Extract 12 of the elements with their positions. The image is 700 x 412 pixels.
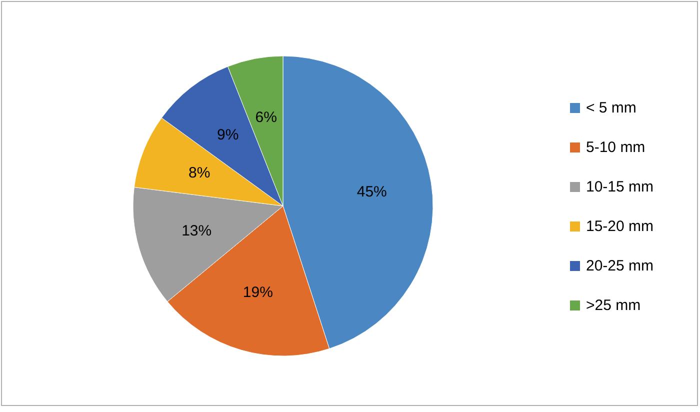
data-label: 13% xyxy=(182,222,212,240)
legend-label: < 5 mm xyxy=(586,100,636,116)
legend-label: 5-10 mm xyxy=(586,139,646,156)
data-label: 9% xyxy=(216,126,239,144)
legend-label: 20-25 mm xyxy=(586,258,654,274)
data-label: 8% xyxy=(188,164,210,182)
legend-label: >25 mm xyxy=(586,297,641,314)
data-label: 6% xyxy=(255,109,277,126)
legend-label: 10-15 mm xyxy=(586,178,654,196)
data-label: 45% xyxy=(356,183,387,200)
data-label: 19% xyxy=(242,284,273,301)
legend-label: 15-20 mm xyxy=(586,218,654,235)
